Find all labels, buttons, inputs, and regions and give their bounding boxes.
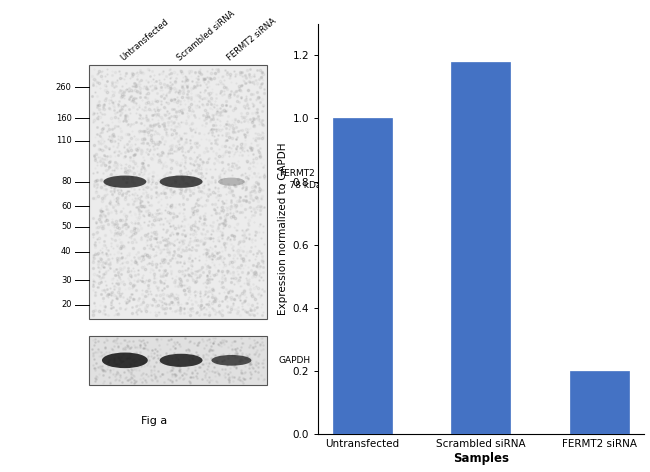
Text: 40: 40 bbox=[61, 247, 72, 256]
Bar bbox=[89, 65, 267, 319]
Y-axis label: Expression normalized to GAPDH: Expression normalized to GAPDH bbox=[278, 143, 288, 315]
Text: 260: 260 bbox=[56, 83, 72, 92]
Ellipse shape bbox=[160, 354, 203, 367]
X-axis label: Samples: Samples bbox=[453, 452, 509, 465]
Ellipse shape bbox=[103, 176, 146, 188]
Text: Scrambled siRNA: Scrambled siRNA bbox=[176, 9, 237, 63]
Text: 30: 30 bbox=[61, 276, 72, 285]
Bar bbox=[451, 61, 510, 434]
Bar bbox=[89, 336, 267, 385]
Ellipse shape bbox=[102, 353, 148, 368]
Text: FERMT2 siRNA: FERMT2 siRNA bbox=[226, 17, 278, 63]
Text: 160: 160 bbox=[56, 114, 72, 123]
Bar bbox=[569, 371, 629, 434]
Text: 60: 60 bbox=[61, 202, 72, 211]
Text: FERMT2
~ 78 kDa: FERMT2 ~ 78 kDa bbox=[279, 169, 321, 190]
Bar bbox=[333, 118, 392, 434]
Ellipse shape bbox=[160, 176, 203, 188]
Text: 20: 20 bbox=[61, 300, 72, 309]
Text: Fig a: Fig a bbox=[141, 416, 168, 426]
Text: 50: 50 bbox=[61, 222, 72, 231]
Ellipse shape bbox=[211, 355, 252, 366]
Text: GAPDH: GAPDH bbox=[279, 356, 311, 365]
Text: Untransfected: Untransfected bbox=[119, 17, 171, 63]
Text: 80: 80 bbox=[61, 177, 72, 186]
Text: 110: 110 bbox=[56, 136, 72, 145]
Ellipse shape bbox=[218, 177, 245, 186]
